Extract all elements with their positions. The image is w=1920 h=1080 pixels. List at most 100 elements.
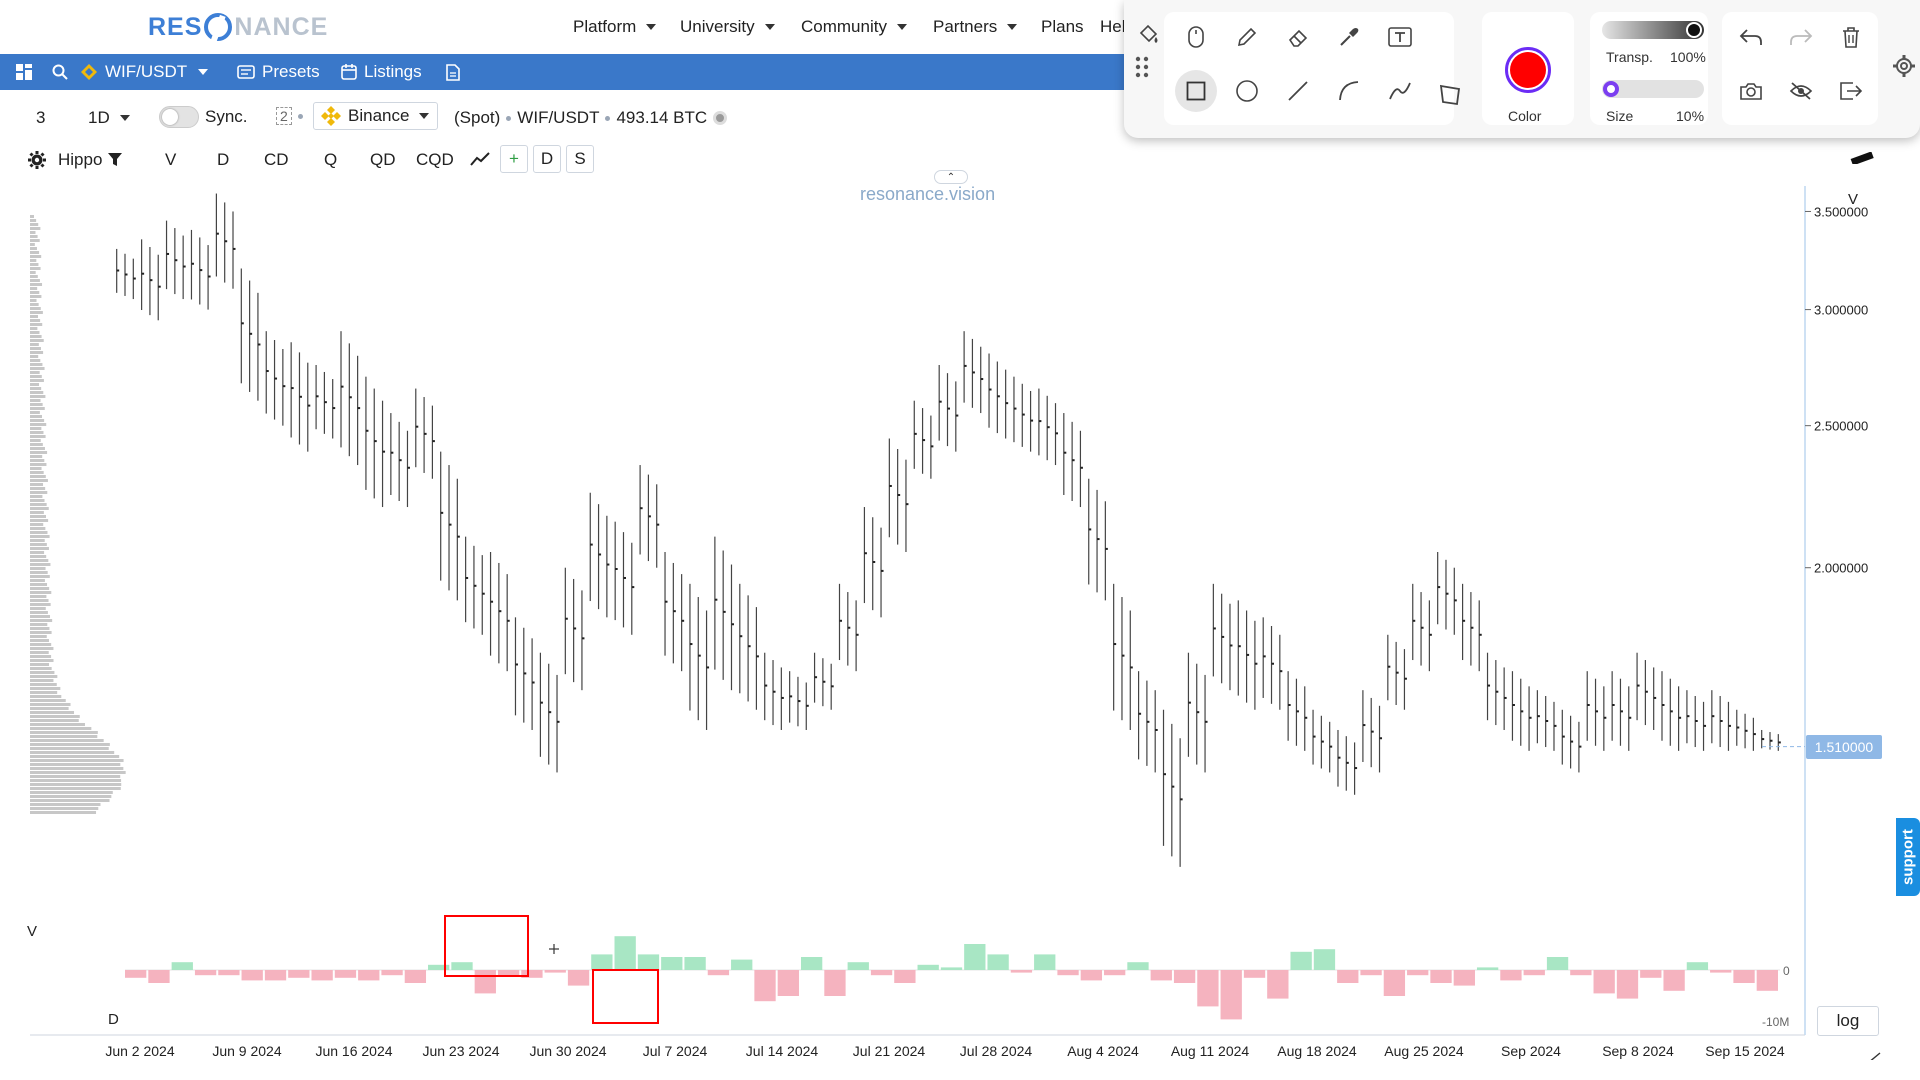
delta-bar-negative (1593, 970, 1615, 994)
rectangle-tool[interactable] (1175, 70, 1217, 112)
delta-bar-negative (241, 970, 263, 981)
delta-bar-negative (218, 970, 240, 976)
nav-community[interactable]: Community (801, 17, 907, 37)
indicator-settings[interactable]: Hippo (28, 150, 123, 170)
size-slider[interactable] (1602, 80, 1704, 98)
nav-partners[interactable]: Partners (933, 17, 1018, 37)
nav-plans[interactable]: Plans (1041, 17, 1084, 37)
volume-profile-bar (30, 395, 46, 398)
arc-tool[interactable] (1328, 70, 1370, 112)
line-tool[interactable] (1277, 70, 1319, 112)
drawn-annotations[interactable] (444, 915, 659, 1024)
time-axis[interactable]: Jun 2 2024 Jun 9 2024 Jun 16 2024 Jun 23 20… (30, 1034, 1805, 1059)
export-icon[interactable] (1830, 70, 1872, 112)
volume-profile-bar (30, 459, 45, 462)
d-button[interactable]: D (533, 145, 561, 173)
volume-profile-bar (30, 639, 49, 642)
indicator-v[interactable]: V (165, 150, 177, 169)
circle-tool[interactable] (1226, 70, 1268, 112)
transparency-slider[interactable] (1602, 21, 1704, 39)
nav-platform[interactable]: Platform (573, 17, 657, 37)
add-indicator-button[interactable]: + (500, 145, 528, 173)
dropper-icon[interactable] (1328, 16, 1370, 58)
volume-profile-bar (30, 399, 41, 402)
grid-layout-icon[interactable] (16, 64, 34, 80)
volume-profile-bar (30, 359, 41, 362)
exchange-selector[interactable]: Binance (313, 102, 439, 130)
camera-icon[interactable] (1730, 70, 1772, 112)
volume-profile-bar (30, 699, 66, 702)
linked-charts-badge[interactable]: 2 (276, 107, 303, 125)
transparency-handle[interactable] (1686, 22, 1702, 38)
color-swatch[interactable] (1505, 47, 1551, 93)
delta-bar-negative (1733, 970, 1755, 983)
delta-bar-negative (334, 970, 357, 978)
volume-profile-bar (30, 463, 47, 466)
volume-profile-bar (30, 223, 39, 226)
date-tick-label: Sep 2024 (1501, 1043, 1561, 1059)
indicator-cd[interactable]: CD (264, 150, 289, 169)
volume-profile-bar (30, 583, 48, 586)
polygon-tool[interactable] (1429, 74, 1471, 116)
volume-profile-bar (30, 647, 54, 650)
pencil-icon[interactable] (1226, 16, 1268, 58)
hide-drawings-icon[interactable] (1780, 70, 1822, 112)
indicator-q[interactable]: Q (324, 150, 338, 169)
delta-bar-positive (731, 959, 753, 970)
collapse-toggle[interactable]: ⌃ (934, 170, 968, 184)
timeframe-selector[interactable]: 1D (88, 108, 130, 128)
presets-label: Presets (262, 62, 320, 81)
log-scale-button[interactable]: log (1817, 1006, 1879, 1036)
volume-profile-bar (30, 739, 104, 742)
ruler-icon[interactable] (1850, 152, 1874, 164)
volume-profile-bar (30, 319, 41, 322)
y-axis-label: V (1848, 191, 1858, 208)
text-tool-icon[interactable] (1379, 16, 1421, 58)
delta-bar-negative (754, 970, 776, 1002)
curve-tool[interactable] (1379, 70, 1421, 112)
price-chart[interactable]: 3.500000 3.000000 2.500000 2.000000 Jun 2 2… (0, 0, 1900, 1060)
price-axis[interactable]: 3.500000 3.000000 2.500000 2.000000 (1762, 186, 1868, 1035)
nav-plans-label: Plans (1041, 17, 1084, 36)
sync-switch[interactable] (159, 106, 199, 128)
volume-profile-bar (30, 279, 40, 282)
volume-profile-bar (30, 403, 43, 406)
chart-type-icon[interactable] (470, 152, 490, 166)
indicator-cqd[interactable]: CQD (416, 150, 454, 169)
redo-icon[interactable] (1780, 16, 1822, 58)
fill-bucket-icon[interactable] (1138, 24, 1160, 51)
delta-bar-negative (264, 970, 287, 981)
delta-bar-negative (1430, 970, 1452, 983)
search-icon[interactable] (52, 64, 68, 80)
sync-toggle[interactable]: Sync. (159, 106, 248, 128)
volume-profile-bar (30, 735, 98, 738)
volume-profile-bar (30, 807, 99, 810)
indicator-d[interactable]: D (217, 150, 230, 169)
s-button[interactable]: S (566, 145, 594, 173)
support-tab[interactable]: support (1896, 818, 1920, 896)
size-handle[interactable] (1603, 81, 1619, 97)
layout-count[interactable]: 3 (36, 108, 46, 127)
resize-corner-icon[interactable] (1868, 1052, 1881, 1060)
mouse-icon[interactable] (1175, 16, 1217, 58)
volume-profile-bar (30, 247, 37, 250)
nav-help[interactable]: Hel (1100, 17, 1126, 37)
volume-profile-bar (30, 239, 40, 242)
undo-icon[interactable] (1730, 16, 1772, 58)
trash-icon[interactable] (1830, 16, 1872, 58)
listings-button[interactable]: Listings (341, 62, 422, 82)
volume-profile-bar (30, 803, 101, 806)
volume-profile-bar (30, 371, 40, 374)
indicator-qd[interactable]: QD (370, 150, 396, 169)
volume-profile-bar (30, 575, 50, 578)
resonance-logo[interactable]: RES NANCE (148, 10, 328, 44)
symbol-selector[interactable]: WIF/USDT (80, 62, 209, 82)
volume-profile-bar (30, 379, 44, 382)
nav-university[interactable]: University (680, 17, 775, 37)
delta-bar-negative (1570, 970, 1592, 976)
presets-button[interactable]: Presets (237, 62, 320, 82)
panel-settings-icon[interactable] (1892, 54, 1916, 83)
drag-handle-icon[interactable] (1135, 56, 1149, 83)
document-icon[interactable] (446, 64, 460, 81)
eraser-icon[interactable] (1277, 16, 1319, 58)
